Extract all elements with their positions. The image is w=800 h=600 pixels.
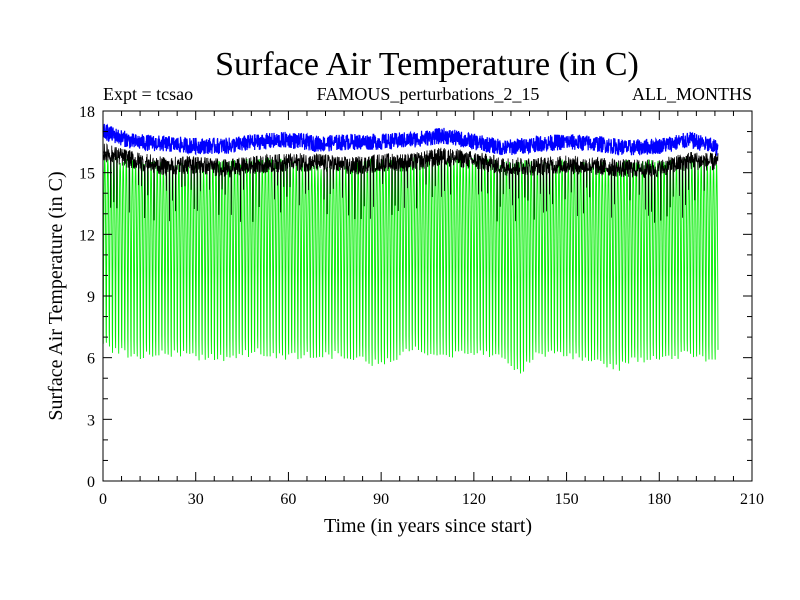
y-tick-label: 3 bbox=[87, 412, 95, 429]
series-annual-maximum bbox=[102, 123, 719, 157]
x-tick-label: 120 bbox=[462, 491, 486, 508]
y-axis-label: Surface Air Temperature (in C) bbox=[45, 171, 67, 420]
x-tick-label: 30 bbox=[188, 491, 204, 508]
subtitle-left: Expt = tcsao bbox=[103, 84, 193, 104]
x-tick-label: 150 bbox=[555, 491, 579, 508]
subtitle-center: FAMOUS_perturbations_2_15 bbox=[317, 84, 540, 104]
x-tick-label: 90 bbox=[373, 491, 389, 508]
y-tick-label: 12 bbox=[79, 227, 95, 244]
x-axis-label: Time (in years since start) bbox=[324, 515, 532, 537]
y-tick-label: 0 bbox=[87, 474, 95, 491]
x-tick-label: 60 bbox=[280, 491, 296, 508]
x-tick-label: 0 bbox=[99, 491, 107, 508]
x-tick-label: 210 bbox=[740, 491, 764, 508]
series-monthly-global-mean bbox=[102, 156, 719, 374]
axes: 0 30 60 90 120 150 180 210 0 3 6 9 12 15 18 bbox=[79, 104, 764, 508]
series-monthly-maximum bbox=[102, 143, 719, 223]
x-tick-label: 180 bbox=[647, 491, 671, 508]
y-tick-label: 18 bbox=[79, 104, 95, 121]
y-tick-label: 6 bbox=[87, 351, 95, 368]
subtitle-right: ALL_MONTHS bbox=[632, 84, 752, 104]
plot-data bbox=[102, 123, 719, 374]
y-tick-label: 9 bbox=[87, 289, 95, 306]
chart-title: Surface Air Temperature (in C) bbox=[215, 46, 639, 83]
y-tick-label: 15 bbox=[79, 166, 95, 183]
